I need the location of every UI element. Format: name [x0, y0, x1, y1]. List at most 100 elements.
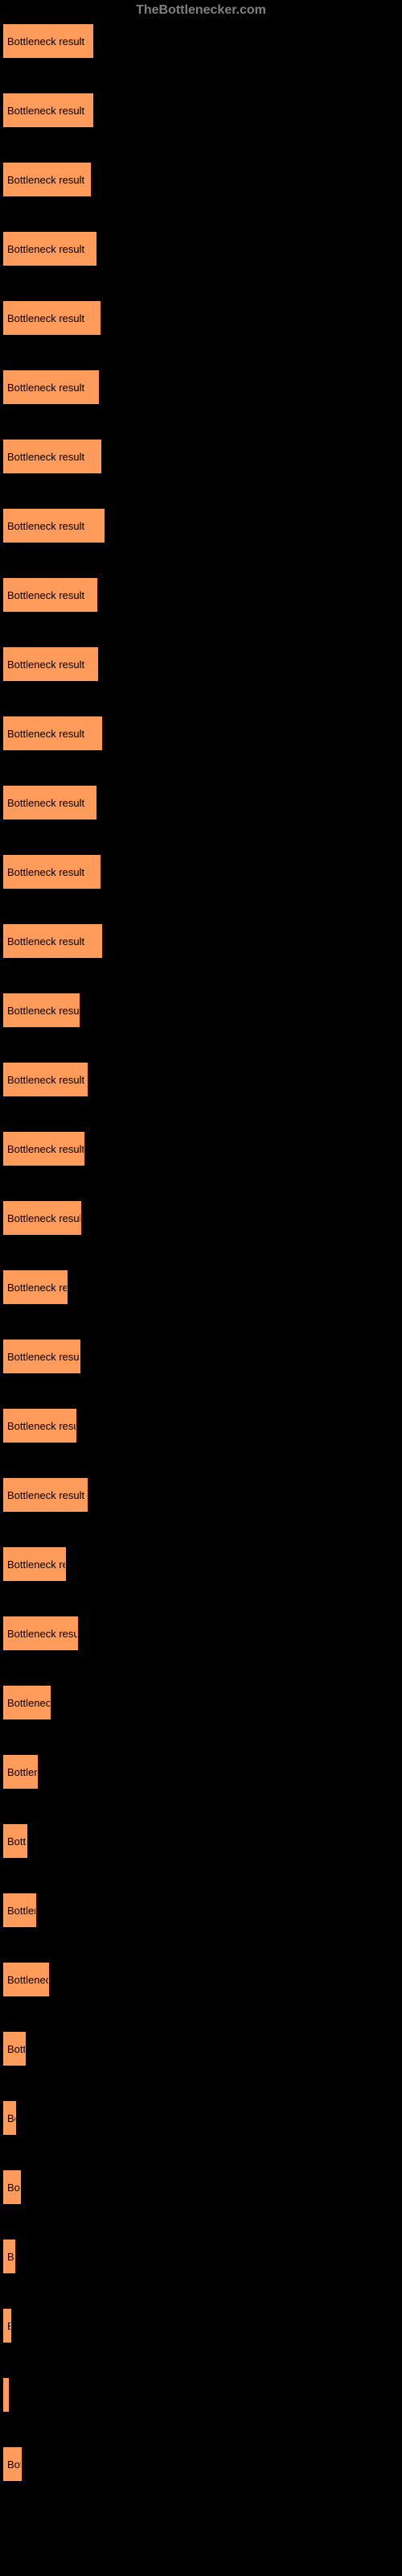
- bar-label: Bottleneck result: [4, 797, 84, 809]
- bar-label: Bottleneck result: [4, 589, 84, 601]
- site-title: TheBottlenecker.com: [136, 3, 266, 17]
- bar-row: Bottleneck result: [3, 370, 399, 404]
- bar-row: Bottleneck result: [3, 1063, 399, 1096]
- bar-label: Bottleneck result: [4, 658, 84, 671]
- bar-row: Bottleneck result: [3, 163, 399, 196]
- bar-label: Bot: [4, 2182, 21, 2194]
- bar: Bottler: [3, 1893, 36, 1927]
- bar-label: Bottleneck result: [4, 174, 84, 186]
- bar-label: Bottleneck resu: [4, 1420, 76, 1432]
- bar-label: Bottleneck result: [4, 382, 84, 394]
- bar-row: Bottleneck result: [3, 24, 399, 58]
- bar: Bottlenec: [3, 1686, 51, 1719]
- bar-label: Bottleneck result: [4, 243, 84, 255]
- bar-chart: Bottleneck result Bottleneck result Bottle…: [0, 24, 402, 2481]
- bar: Bottleneck result: [3, 924, 102, 958]
- bar-label: Bottleneck result: [4, 728, 84, 740]
- bar-label: Bottleneck resul: [4, 1212, 81, 1224]
- bar-label: Bottlen: [4, 1766, 38, 1778]
- bar-row: Bottleneck result: [3, 93, 399, 127]
- bar-label: Bottlenec: [4, 1974, 49, 1986]
- bar-label: Bottl: [4, 1835, 27, 1847]
- bar-label: Bottleneck resul: [4, 1351, 80, 1363]
- bar: Bottlenec: [3, 1963, 49, 1996]
- bar-row: Bottleneck result: [3, 647, 399, 681]
- bar: Bottleneck result: [3, 1478, 88, 1512]
- bar: Bottleneck re: [3, 1270, 68, 1304]
- bar-row: Bottleneck result: [3, 993, 399, 1027]
- bar-row: Bo: [3, 2240, 399, 2273]
- bar: Bottleneck result: [3, 993, 80, 1027]
- bar-row: Bottleneck result: [3, 301, 399, 335]
- bar-row: Bottleneck resul: [3, 1201, 399, 1235]
- bar: P: [3, 2378, 9, 2412]
- bar: Bottlen: [3, 1755, 38, 1789]
- bar-row: Bo: [3, 2101, 399, 2135]
- bar-label: Bottleneck re: [4, 1558, 66, 1571]
- bar: Bottleneck resul: [3, 1201, 81, 1235]
- bar: Bo: [3, 2240, 15, 2273]
- bar-label: Bottleneck result: [4, 1074, 84, 1086]
- bar: Bottleneck result: [3, 440, 101, 473]
- bar-row: Bottleneck resul: [3, 1340, 399, 1373]
- bar-row: P: [3, 2378, 399, 2412]
- bar-label: B: [4, 2320, 11, 2332]
- bar: Bottleneck result: [3, 786, 96, 819]
- bar-label: Bo: [4, 2251, 15, 2263]
- bar-row: Bottleneck result: [3, 509, 399, 543]
- bar-label: Bottleneck result: [4, 1143, 84, 1155]
- bar-row: Bottleneck resu: [3, 1616, 399, 1650]
- bar-row: Bottleneck result: [3, 440, 399, 473]
- bar-row: Bottleneck result: [3, 716, 399, 750]
- bar-row: Bottleneck result: [3, 855, 399, 889]
- bar: Bottleneck re: [3, 1547, 66, 1581]
- bar-row: Bottleneck result: [3, 786, 399, 819]
- bar-row: Bottleneck result: [3, 924, 399, 958]
- bar-row: Bottlenec: [3, 1686, 399, 1719]
- bar-label: Bottleneck result: [4, 520, 84, 532]
- bar-row: Bottlen: [3, 1755, 399, 1789]
- bar: Bottleneck result: [3, 301, 100, 335]
- bar-row: Bottl: [3, 2032, 399, 2066]
- bar-label: Bottleneck result: [4, 312, 84, 324]
- bar: Bottleneck result: [3, 647, 98, 681]
- bar: Bottleneck resu: [3, 1409, 76, 1443]
- header: TheBottlenecker.com: [0, 0, 402, 24]
- bar-row: Bottleneck result: [3, 578, 399, 612]
- bar: Bottleneck result: [3, 716, 102, 750]
- bar: Bottleneck resul: [3, 1340, 80, 1373]
- bar: Bottleneck resu: [3, 1616, 78, 1650]
- bar-row: Bottleneck result: [3, 1132, 399, 1166]
- bar: Bottleneck result: [3, 24, 93, 58]
- bar-label: Bottlenec: [4, 1697, 51, 1709]
- bar-row: Bottleneck resu: [3, 1409, 399, 1443]
- bar: Bot: [3, 2170, 21, 2204]
- bar-row: Bottleneck re: [3, 1547, 399, 1581]
- bar: Bottleneck result: [3, 509, 105, 543]
- bar-label: Bottl: [4, 2043, 26, 2055]
- bar-label: Bo: [4, 2112, 16, 2124]
- bar: Bottl: [3, 1824, 27, 1858]
- bar: Bottleneck result: [3, 855, 100, 889]
- bar-label: Bottleneck re: [4, 1282, 68, 1294]
- bar: Bottleneck result: [3, 93, 93, 127]
- bar: B: [3, 2309, 11, 2343]
- bar-row: Bottl: [3, 1824, 399, 1858]
- bar-row: Bot: [3, 2447, 399, 2481]
- bar: Bottl: [3, 2032, 26, 2066]
- bar-label: Bottleneck result: [4, 451, 84, 463]
- bar-label: P: [4, 2389, 9, 2401]
- bar: Bottleneck result: [3, 1063, 88, 1096]
- bar: Bottleneck result: [3, 1132, 84, 1166]
- bar-label: Bottleneck result: [4, 35, 84, 47]
- bar-row: Bottleneck result: [3, 1478, 399, 1512]
- bar-row: Bottleneck result: [3, 232, 399, 266]
- bar-label: Bottleneck result: [4, 866, 84, 878]
- bar-label: Bottleneck result: [4, 105, 84, 117]
- bar-label: Bottler: [4, 1905, 36, 1917]
- bar-label: Bot: [4, 2458, 22, 2471]
- bar-row: Bottler: [3, 1893, 399, 1927]
- bar-label: Bottleneck result: [4, 935, 84, 947]
- bar-label: Bottleneck resu: [4, 1628, 78, 1640]
- bar: Bo: [3, 2101, 16, 2135]
